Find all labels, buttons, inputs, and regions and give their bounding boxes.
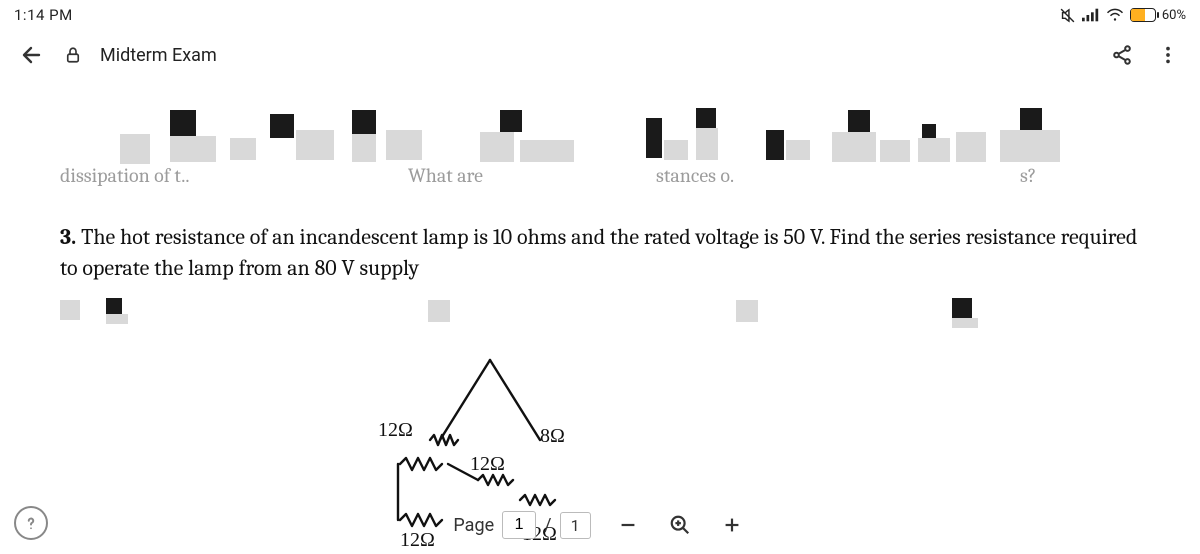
page-label: Page [453,515,494,536]
page-total: 1 [560,512,591,539]
mute-icon [1059,7,1076,24]
sketch-label-a: 12Ω [378,419,413,441]
share-button[interactable] [1108,41,1136,69]
obscured-text-left: dissipation of t.. [60,164,189,187]
page-controls: Page / 1 [0,510,1200,540]
help-button[interactable] [14,506,48,540]
question-text: The hot resistance of an incandescent la… [60,224,1137,281]
status-time: 1:14 PM [14,6,73,24]
back-button[interactable] [18,41,46,69]
redaction-row-1 [60,104,1140,164]
obscured-text-mid2: stances o. [656,164,734,187]
question-number: 3. [60,224,76,250]
sketch-label-b: 12Ω [470,453,505,475]
redaction-row-2: dissipation of t.. What are stances o. s… [60,164,1140,194]
question-3: 3. The hot resistance of an incandescent… [60,222,1140,284]
battery-icon [1130,8,1156,22]
zoom-reset-button[interactable] [665,510,695,540]
page-sep: / [544,515,551,536]
doc-title: Midterm Exam [100,45,217,66]
page-indicator: Page / 1 [453,511,590,539]
document-viewport: dissipation of t.. What are stances o. s… [0,80,1200,330]
sketch-label-d: 8Ω [540,425,565,447]
zoom-out-button[interactable] [613,510,643,540]
page-current-input[interactable] [502,511,536,539]
status-bar: 1:14 PM 60% [0,0,1200,30]
battery-percent: 60% [1162,8,1186,23]
status-right: 60% [1059,7,1186,24]
obscured-text-mid1: What are [408,164,483,187]
wifi-icon [1106,8,1124,22]
more-button[interactable] [1154,41,1182,69]
obscured-text-right: s? [1020,164,1036,187]
app-toolbar: Midterm Exam [0,30,1200,80]
signal-icon [1082,8,1100,22]
zoom-in-button[interactable] [717,510,747,540]
redaction-row-3 [60,300,1140,330]
lock-icon [64,46,82,64]
